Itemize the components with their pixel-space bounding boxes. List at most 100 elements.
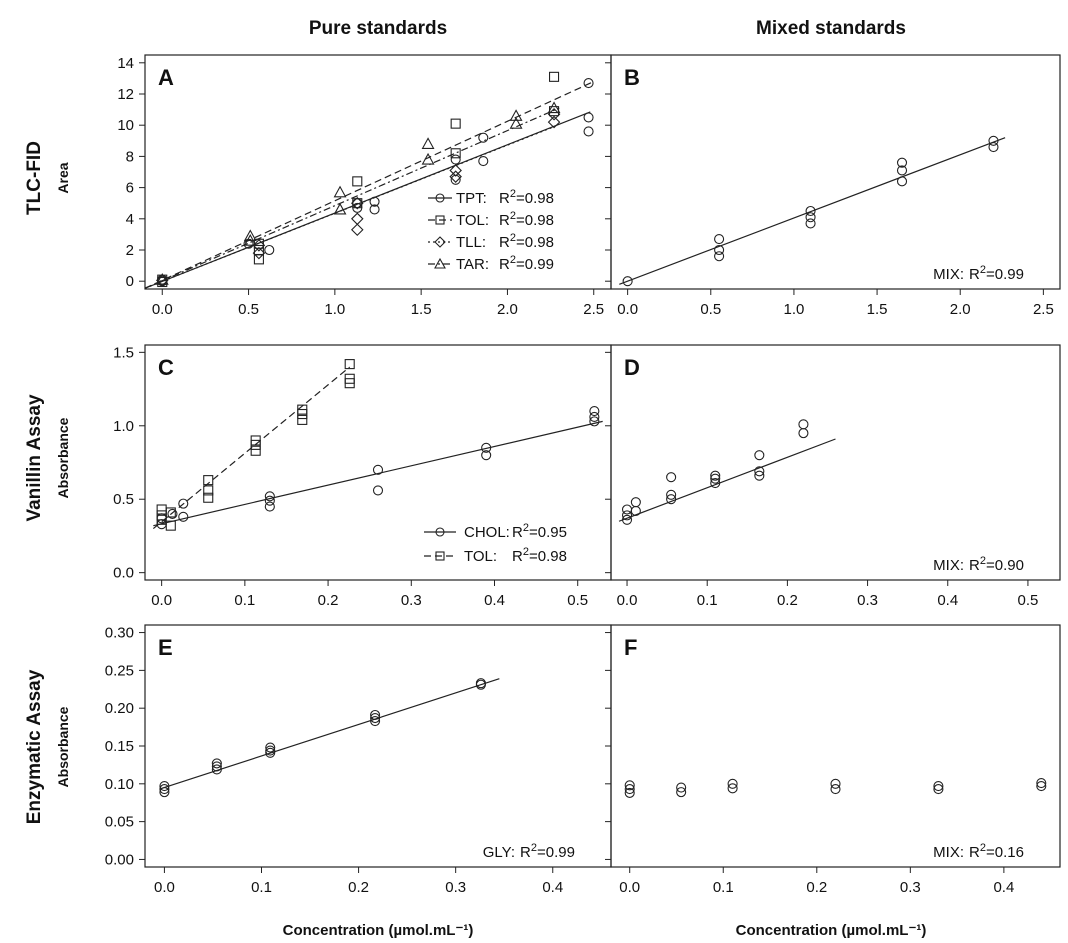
point-mix [624, 780, 635, 791]
point-mix [988, 141, 999, 153]
point-mix [896, 165, 908, 176]
x-tick-label: 0.5 [1017, 592, 1038, 609]
legend-label-mix: MIX: [933, 266, 964, 283]
panel-d: 0.0 0.1 0.2 0.3 0.4 0.5 D MIX: R2=0.90 [605, 344, 1061, 609]
y-tick-label: 0.30 [105, 625, 134, 642]
fit-line-tpt [145, 111, 591, 289]
data-layer [619, 135, 1006, 287]
legend-marker-tar [434, 257, 446, 269]
y-tick-label: 0.5 [113, 491, 134, 508]
plot-frame [144, 54, 612, 290]
x-tick-label: 2.0 [497, 301, 518, 318]
data-layer [624, 778, 1047, 798]
panel-e: 0.0 0.1 0.2 0.3 0.4 0.00 0.05 0.10 0.15 0.20 0.25 0… [105, 624, 612, 896]
legend-r2-tol: R2=0.98 [512, 546, 567, 565]
point-tll [351, 212, 364, 226]
y-tick-label: 1.5 [113, 344, 134, 361]
point-mix [798, 419, 809, 430]
point-gly [265, 742, 276, 753]
panel-letter-b: B [624, 65, 640, 90]
legend-r2-chol: R2=0.95 [512, 522, 567, 541]
point-tol [450, 148, 461, 159]
x-tick-label: 0.0 [617, 592, 638, 609]
point-mix [714, 234, 725, 245]
legend-r2-tar: R2=0.99 [499, 254, 554, 273]
point-tpt [583, 126, 594, 137]
y-tick-label: 0 [126, 273, 134, 290]
point-mix [933, 784, 944, 795]
data-layer [159, 678, 500, 798]
y-tick-label: 0.25 [105, 662, 134, 679]
x-tick-label: 0.1 [713, 879, 734, 896]
x-tick-label: 0.3 [445, 879, 466, 896]
y-tick-label: 0.0 [113, 565, 134, 582]
plot-frame [610, 624, 1061, 868]
panel-letter-d: D [624, 355, 640, 380]
x-tick-label: 2.5 [1033, 301, 1054, 318]
panel-b: 0.0 0.5 1.0 1.5 2.0 2.5 B MIX: R2=0.99 [605, 54, 1061, 318]
legend-label-tpt: TPT: [456, 190, 487, 207]
point-mix [624, 787, 635, 798]
point-tol [253, 244, 264, 256]
point-mix [896, 157, 908, 168]
x-tick-label: 0.1 [251, 879, 272, 896]
point-gly [211, 761, 222, 772]
point-mix [805, 212, 816, 223]
x-tick-label: 0.0 [152, 301, 173, 318]
point-tar [421, 152, 435, 165]
plot-frame [144, 344, 612, 581]
point-tol [344, 359, 355, 370]
point-tol [352, 198, 363, 209]
legend-label-chol: CHOL: [464, 524, 510, 541]
point-mix [727, 783, 738, 794]
point-chol [178, 511, 189, 522]
point-tll [449, 170, 462, 183]
x-tick-label: 0.5 [700, 301, 721, 318]
point-mix [727, 778, 738, 789]
x-tick-label: 0.2 [806, 879, 827, 896]
legend-r2-mix: R2=0.16 [969, 842, 1024, 861]
xlabel-pure: Concentration (µmol.mL⁻¹) [283, 922, 474, 939]
legend-r2-mix: R2=0.99 [969, 264, 1024, 283]
point-mix [805, 205, 816, 217]
point-tpt [478, 156, 489, 167]
point-mix [666, 494, 677, 505]
y-tick-label: 10 [117, 117, 134, 134]
point-tol [203, 485, 214, 496]
point-tll [155, 274, 169, 287]
y-tick-label: 0.00 [105, 851, 134, 868]
legend-marker-tol [435, 551, 445, 561]
point-tpt [450, 154, 461, 165]
legend-marker-tol [435, 215, 445, 225]
panel-c: 0.0 0.1 0.2 0.3 0.4 0.5 0.0 0.5 1.0 1.5 C CHOL: R2=0… [113, 344, 612, 609]
x-tick-label: 0.5 [567, 592, 588, 609]
col-title-mixed: Mixed standards [756, 18, 906, 39]
point-tll [547, 115, 561, 129]
point-tol [165, 507, 176, 518]
point-mix [988, 135, 999, 146]
point-tar [509, 116, 523, 129]
x-tick-label: 0.4 [484, 592, 505, 609]
point-mix [666, 472, 677, 483]
y-tick-label: 2 [126, 242, 134, 259]
point-tar [333, 185, 347, 198]
point-gly [370, 712, 381, 724]
panel-a: 0.0 0.5 1.0 1.5 2.0 2.5 0 2 4 6 8 10 12 14 A TPT: R2=0.9… [117, 54, 612, 318]
point-mix [621, 504, 633, 515]
point-tar [155, 272, 169, 285]
plot-frame [610, 344, 1061, 581]
data-layer [618, 419, 836, 525]
row-title-enzymatic: Enzymatic Assay [24, 669, 45, 824]
col-title-pure: Pure standards [309, 18, 447, 39]
point-gly [159, 787, 170, 798]
point-mix [805, 218, 816, 229]
point-mix [830, 784, 841, 795]
y-tick-label: 0.05 [105, 814, 134, 831]
point-chol [589, 406, 600, 417]
plot-frame [610, 54, 1061, 290]
data-layer [145, 71, 594, 289]
y-tick-label: 14 [117, 55, 134, 72]
point-chol [589, 416, 600, 427]
point-chol [264, 501, 275, 512]
